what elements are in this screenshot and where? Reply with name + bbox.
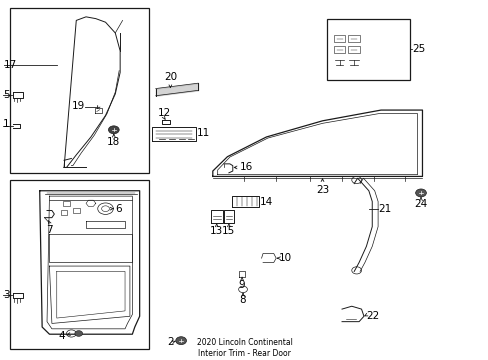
Text: 11: 11: [196, 129, 209, 138]
Text: 2020 Lincoln Continental
Interior Trim - Rear Door: 2020 Lincoln Continental Interior Trim -…: [196, 338, 292, 357]
Text: 16: 16: [239, 162, 252, 172]
Bar: [63, 201, 70, 206]
Text: 24: 24: [413, 199, 427, 210]
Text: 4: 4: [59, 331, 65, 341]
Text: 22: 22: [366, 311, 379, 321]
Text: 13: 13: [210, 226, 223, 236]
Text: 9: 9: [238, 280, 245, 290]
Text: 8: 8: [239, 296, 246, 306]
Text: 25: 25: [412, 44, 425, 54]
Text: 2: 2: [167, 337, 173, 347]
Text: 14: 14: [260, 197, 273, 207]
Text: 10: 10: [278, 253, 291, 263]
Bar: [333, 35, 345, 42]
Text: 7: 7: [46, 225, 53, 235]
Bar: [10, 180, 149, 348]
Bar: [73, 208, 80, 213]
Bar: [61, 210, 67, 215]
Bar: [10, 8, 149, 173]
Circle shape: [415, 189, 426, 197]
Circle shape: [175, 337, 186, 345]
Text: 12: 12: [157, 108, 170, 118]
Text: 20: 20: [163, 72, 177, 82]
Bar: [333, 45, 345, 53]
Text: 15: 15: [222, 226, 235, 236]
Text: 3: 3: [3, 291, 10, 301]
Text: 1: 1: [3, 120, 10, 129]
Bar: [327, 19, 409, 80]
Bar: [347, 45, 359, 53]
Text: 23: 23: [315, 185, 328, 195]
Circle shape: [75, 330, 82, 336]
Text: 17: 17: [3, 60, 17, 70]
Bar: [347, 35, 359, 42]
Text: 18: 18: [107, 137, 120, 147]
Text: 21: 21: [378, 204, 391, 214]
Text: 19: 19: [71, 101, 84, 111]
Text: 6: 6: [115, 204, 121, 214]
Text: 5: 5: [3, 90, 10, 100]
Circle shape: [108, 126, 119, 134]
